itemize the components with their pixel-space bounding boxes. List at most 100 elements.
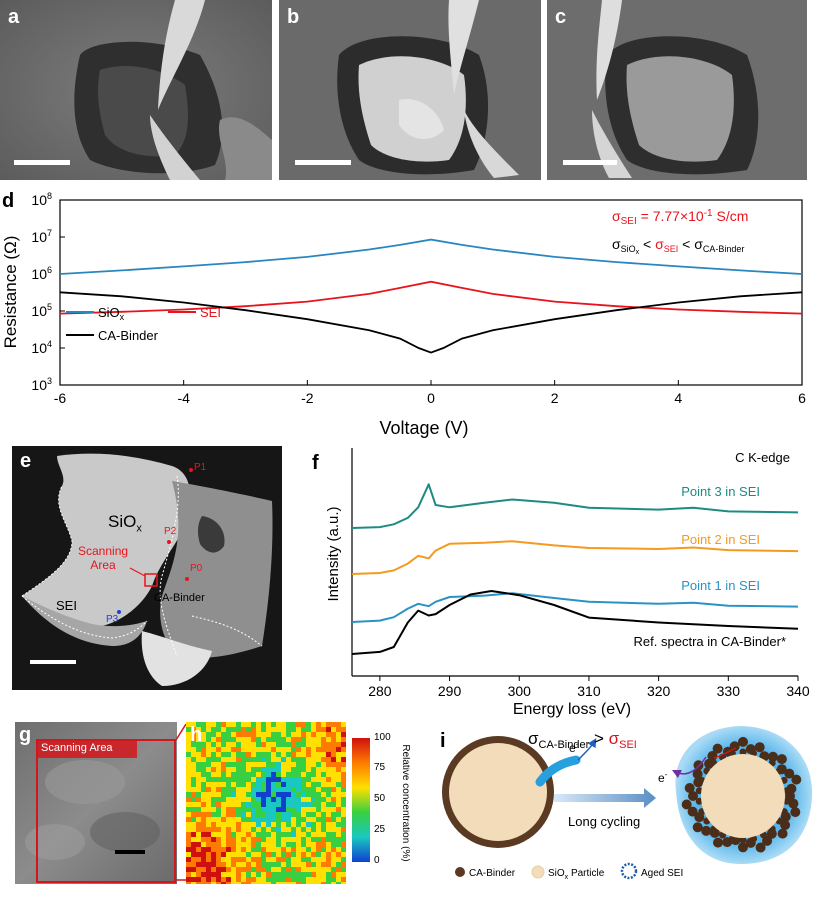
d-series-siox (59, 238, 803, 275)
scale-bar-c (563, 160, 617, 165)
i-binder-dot (780, 820, 791, 830)
i-binder-dot (783, 797, 791, 805)
d-y-tick-label: 104 (31, 339, 52, 356)
sem-image-b: b (279, 0, 541, 180)
d-y-tick-label: 106 (31, 265, 52, 282)
i-red-arrow (713, 747, 737, 759)
i-purple-arrow (671, 756, 707, 779)
f-ref-label: Ref. spectra in CA-Binder* (634, 634, 786, 649)
chart-eels-spectra: 280 290 300 310 320 330 340 Energy loss (eV) I… (325, 448, 810, 718)
i-binder-dot (729, 741, 740, 752)
panel-label-h: h (190, 724, 203, 746)
d-legend-cabinder-text: CA-Binder (98, 328, 159, 343)
i-blue-arrow (577, 738, 597, 761)
scale-bar-e (30, 660, 76, 664)
g-h-connector-lines (176, 723, 187, 881)
i-binder-dot (692, 769, 703, 779)
panel-label-b: b (287, 6, 300, 28)
i-legend-cabinder-icon (455, 867, 465, 877)
i-binder-dot (754, 742, 765, 753)
panel-label-i: i (440, 730, 446, 752)
stem-image-e: e SiOx Scanning Area SEI CA-Binder P1 P2 … (12, 446, 282, 690)
d-series-sei (59, 280, 803, 315)
e-cabinder-label: CA-Binder (154, 592, 205, 604)
i-binder-dot (762, 835, 773, 846)
svg-text:Relative concentration (%): Relative concentration (%) (400, 744, 410, 861)
i-binder-dot (701, 825, 712, 836)
schematic-i: e- Long cycling σCA-Binder > σSEI e- CA-… (442, 726, 813, 881)
d-sigma-sei-annotation: σSEI = 7.77×10-1 S/cm (612, 208, 748, 227)
d-y-tick-label: 107 (31, 228, 52, 245)
colorbar-tick-0: 0 (374, 855, 380, 866)
i-binder-dot (738, 842, 748, 853)
i-binder-dot (755, 842, 766, 853)
e-scanning-area-box (144, 573, 158, 587)
d-inequality-annotation: σSiOx < σSEI < σCA-Binder (612, 236, 744, 256)
f-x-tick-label: 340 (786, 683, 810, 699)
colorbar (352, 738, 370, 862)
i-binder-dot (776, 754, 787, 765)
panel-label-f: f (312, 452, 319, 474)
f-series-ref (351, 590, 799, 655)
panel-label-g: g (19, 724, 32, 746)
colorbar-tick-100: 100 (374, 732, 391, 743)
i-long-cycling-label: Long cycling (568, 814, 640, 829)
concentration-map-h: h (186, 722, 346, 884)
e-siox-label: SiOx (108, 512, 142, 535)
i-binder-dot (788, 798, 799, 809)
f-x-tick-label: 300 (508, 683, 532, 699)
scale-bar-b (295, 160, 351, 165)
i-binder-dot (783, 787, 791, 795)
i-binder-dot (790, 807, 801, 818)
panel-label-e: e (20, 450, 32, 472)
i-binder-dot (695, 787, 703, 795)
sem-image-a-drawing (0, 0, 272, 180)
f-x-tick-label: 310 (577, 683, 601, 699)
colorbar-tick-75: 75 (374, 762, 386, 773)
i-binder-dot (681, 799, 692, 810)
d-axes-frame (59, 199, 803, 386)
d-y-tick-label: 103 (31, 376, 52, 393)
sem-image-c: c (547, 0, 807, 180)
f-edge-label: C K-edge (735, 450, 790, 465)
i-binder-dot (713, 837, 723, 848)
i-long-cycling-arrow (554, 788, 656, 808)
g-scanning-area-label: Scanning Area (41, 742, 113, 754)
i-legend-siox-text: SiOx Particle (548, 868, 605, 881)
i-binder-dot (688, 791, 698, 801)
f-point3-label: Point 3 in SEI (681, 484, 760, 499)
stem-image-g: g Scanning Area (15, 722, 177, 884)
i-binder-dot (739, 836, 747, 844)
d-x-axis-label: Voltage (V) (379, 418, 468, 438)
d-x-tick-label: -4 (177, 390, 190, 406)
i-blue-bridge (535, 755, 581, 787)
f-x-axis-label: Energy loss (eV) (513, 701, 631, 718)
f-x-tick-label: 290 (438, 683, 462, 699)
i-binder-dot (707, 751, 718, 761)
sem-image-b-drawing (279, 0, 541, 180)
i-legend-cabinder-text: CA-Binder (469, 868, 516, 879)
d-y-axis-label: Resistance (Ω) (1, 236, 20, 349)
e-p3-label: P3 (106, 614, 119, 625)
f-point1-label: Point 1 in SEI (681, 578, 760, 593)
panel-label-a: a (8, 6, 20, 28)
i-electron-right: e- (658, 770, 668, 785)
d-x-tick-label: 4 (674, 390, 682, 406)
f-x-tick-label: 330 (717, 683, 741, 699)
e-sei-label: SEI (56, 598, 77, 613)
f-series-point1 (351, 592, 799, 623)
i-binder-dot (687, 806, 698, 817)
i-binder-dot (777, 828, 788, 839)
heatmap-h-drawing (186, 722, 346, 884)
d-x-tick-label: -2 (301, 390, 314, 406)
f-series-point3 (351, 483, 799, 529)
i-binder-dot (695, 797, 703, 805)
i-binder-dot (692, 822, 703, 833)
i-binder-dot (738, 736, 748, 747)
f-point2-label: Point 2 in SEI (681, 532, 760, 547)
d-legend-sei-text: SEI (200, 305, 221, 320)
colorbar-tick-50: 50 (374, 793, 386, 804)
d-series-cabinder (59, 291, 803, 354)
i-left-siox-particle (449, 743, 547, 841)
e-p1-label: P1 (194, 462, 207, 473)
